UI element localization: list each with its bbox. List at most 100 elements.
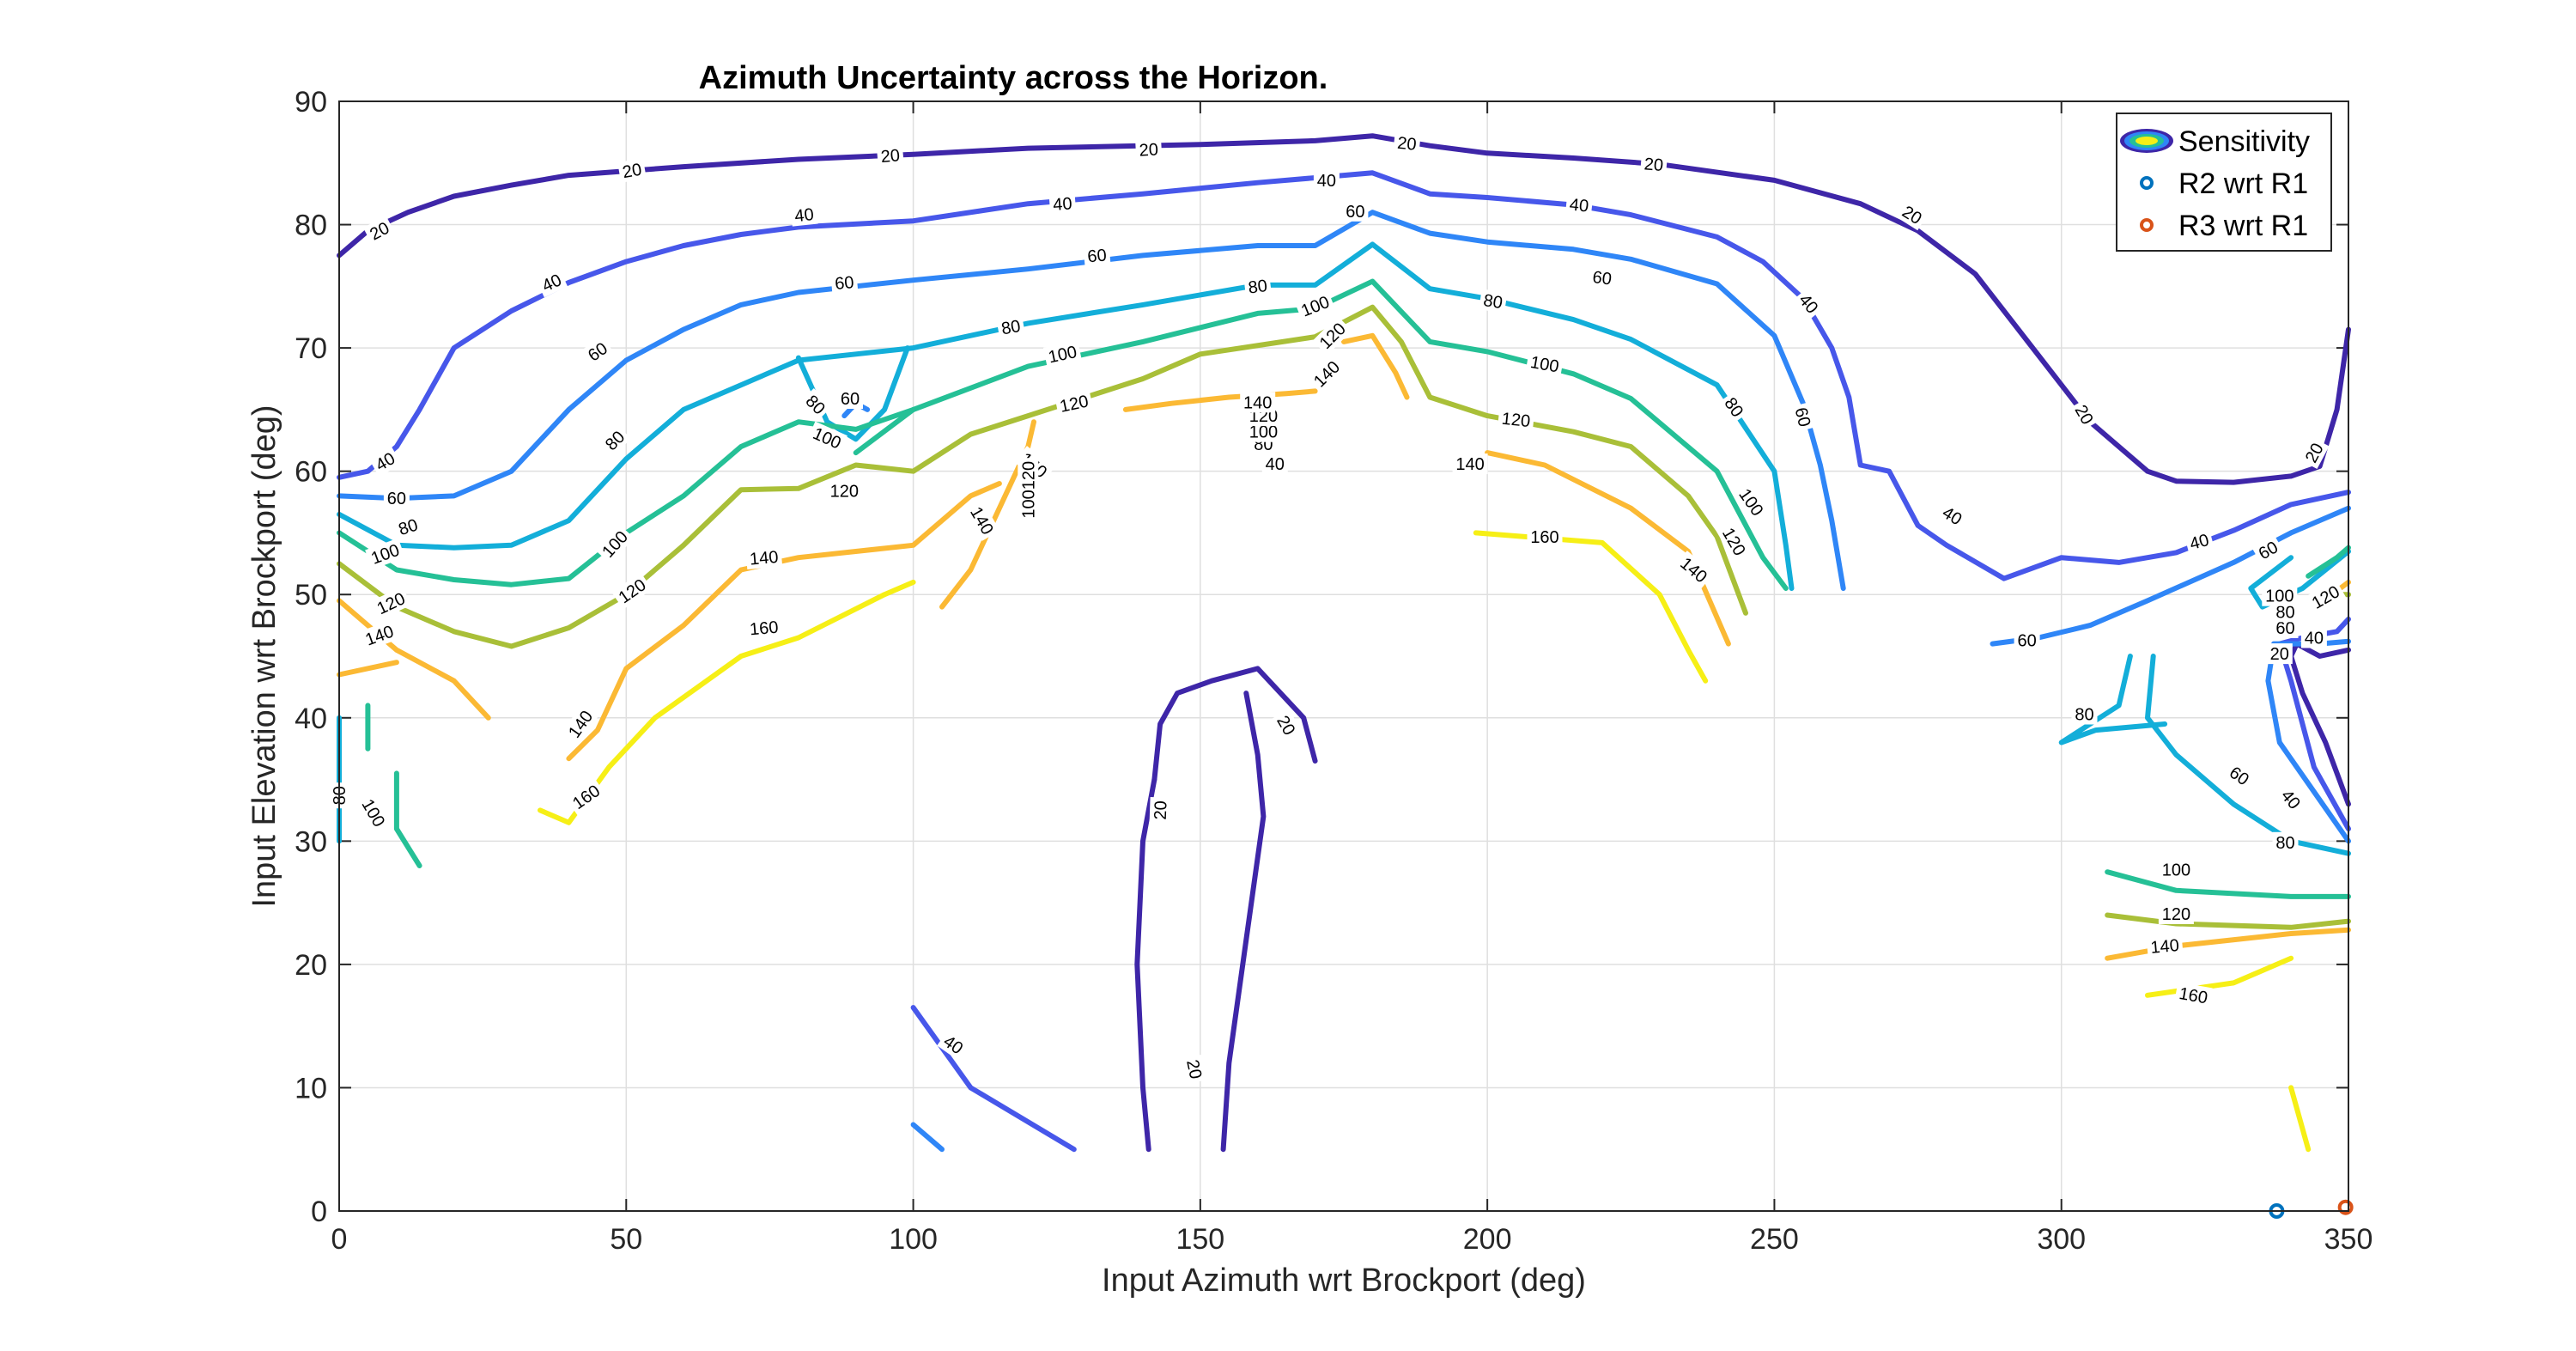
- contour-label-group: 40: [1048, 192, 1077, 216]
- contour-label-group: 20: [1135, 138, 1163, 161]
- y-tick-label: 10: [295, 1072, 327, 1105]
- contour-line-140: [2105, 927, 2351, 961]
- contour-label-backdrop: [2266, 643, 2293, 665]
- contour-label-group: 60: [837, 388, 863, 409]
- contour-label: 60: [1087, 246, 1108, 266]
- contour-label-backdrop: [2222, 759, 2257, 792]
- x-tick-label: 100: [889, 1223, 938, 1256]
- legend-r2-marker-icon: [2140, 176, 2154, 190]
- contour-label: 40: [1053, 194, 1073, 214]
- x-tick-label: 350: [2324, 1223, 2373, 1256]
- contour-label-backdrop: [1895, 198, 1929, 231]
- contour-label-group: 80: [392, 513, 424, 541]
- contour-label-backdrop: [1525, 350, 1564, 378]
- contour-label-backdrop: [1716, 520, 1753, 563]
- contour-label: 80: [2075, 706, 2093, 725]
- contour-label-group: 60: [830, 271, 859, 295]
- contour-label-backdrop: [355, 792, 392, 834]
- contour-label: 100120: [1019, 461, 1038, 519]
- contour-label-backdrop: [562, 703, 599, 745]
- contour-line-60: [910, 1122, 945, 1153]
- contour-line-20: [1220, 691, 1267, 1153]
- x-tick-label: 200: [1463, 1223, 1512, 1256]
- contour-label-backdrop: [1135, 138, 1163, 161]
- x-tick-label: 250: [1750, 1223, 1799, 1256]
- contour-label-group: 60: [2014, 630, 2040, 651]
- contour-label-backdrop: [1149, 796, 1171, 824]
- contour-label: 40: [1569, 195, 1589, 216]
- contour-line-160: [2145, 955, 2294, 998]
- contour-label-group: 140: [1452, 453, 1488, 475]
- chart-title: Azimuth Uncertainty across the Horizon.: [699, 60, 1328, 96]
- contour-label-group: 140: [1240, 392, 1276, 413]
- contour-label-backdrop: [365, 538, 405, 570]
- y-tick-label: 30: [295, 825, 327, 858]
- contour-label-group: 20: [617, 157, 647, 183]
- contour-label-backdrop: [392, 513, 424, 541]
- contour-label: 40: [2305, 630, 2324, 648]
- contour-label-group: 140: [562, 703, 599, 745]
- plot-frame: [338, 100, 2349, 1212]
- contour-label-group: 160: [1527, 526, 1563, 547]
- contour-label-group: 80: [2071, 703, 2098, 725]
- contour-label-group: 80: [1243, 274, 1273, 299]
- contour-label-group: 20: [1393, 131, 1421, 155]
- contour-label-group: 100: [1525, 350, 1564, 378]
- y-tick-label: 80: [295, 210, 327, 242]
- contour-label: 120: [2162, 905, 2190, 924]
- contour-label-group: 120: [1497, 407, 1535, 432]
- contour-label: 60: [1591, 268, 1613, 289]
- contour-label-backdrop: [745, 545, 783, 569]
- contour-line-160: [2288, 1085, 2312, 1153]
- contour-label: 140: [749, 548, 779, 569]
- contour-label: 60: [1791, 405, 1814, 429]
- y-tick-label: 50: [295, 579, 327, 612]
- contour-label-group: 20: [2266, 643, 2293, 665]
- contour-label-backdrop: [2158, 859, 2194, 880]
- contour-line-120: [337, 304, 1748, 649]
- y-tick-label: 60: [295, 456, 327, 489]
- contour-label-backdrop: [2158, 904, 2194, 924]
- contour-label-backdrop: [1182, 1054, 1208, 1085]
- contour-label-group: 140: [2146, 934, 2184, 958]
- contour-label-backdrop: [790, 203, 818, 227]
- contour-label-group: 140: [745, 545, 783, 569]
- contour-label-backdrop: [1588, 265, 1617, 290]
- contour-label-group: 100: [2158, 859, 2194, 880]
- contour-label: 40: [1266, 455, 1285, 474]
- contour-label: 40: [793, 205, 814, 226]
- contour-label-backdrop: [2275, 782, 2307, 816]
- contour-label-backdrop: [368, 446, 402, 478]
- contour-label-backdrop: [1792, 287, 1826, 320]
- contour-label-backdrop: [362, 216, 396, 246]
- contour-label-group: 100120: [1018, 458, 1039, 522]
- contour-label-group: 100: [2262, 585, 2298, 606]
- contour-label-group: 20: [1640, 152, 1668, 176]
- contour-label: 80: [1482, 291, 1504, 313]
- legend-r3-marker-icon: [2140, 218, 2154, 232]
- contour-label-backdrop: [595, 524, 635, 564]
- contour-label: 20: [621, 161, 643, 183]
- contour-line-80: [2248, 549, 2351, 610]
- contour-label-backdrop: [1733, 481, 1771, 523]
- contour-label-backdrop: [964, 500, 1000, 541]
- contour-label-backdrop: [535, 267, 568, 298]
- contour-label-backdrop: [1054, 389, 1094, 417]
- contour-label: 100: [2265, 587, 2293, 606]
- contour-line-100: [393, 770, 422, 868]
- legend-sensitivity-icon: [2120, 129, 2173, 153]
- contour-label-backdrop: [806, 421, 848, 455]
- contour-label-backdrop: [1048, 192, 1077, 216]
- contour-label: 140: [1455, 455, 1484, 474]
- contour-label-backdrop: [1018, 458, 1039, 522]
- contour-line-140: [337, 598, 491, 721]
- contour-label-group: 80: [2272, 831, 2299, 853]
- contour-label-group: 120: [826, 480, 862, 502]
- contour-label: 20: [1396, 134, 1417, 155]
- contour-label: 160: [1530, 528, 1558, 547]
- contour-label-backdrop: [2305, 579, 2347, 615]
- contour-label: 80: [2275, 603, 2294, 622]
- contour-label-group: 60: [383, 488, 410, 509]
